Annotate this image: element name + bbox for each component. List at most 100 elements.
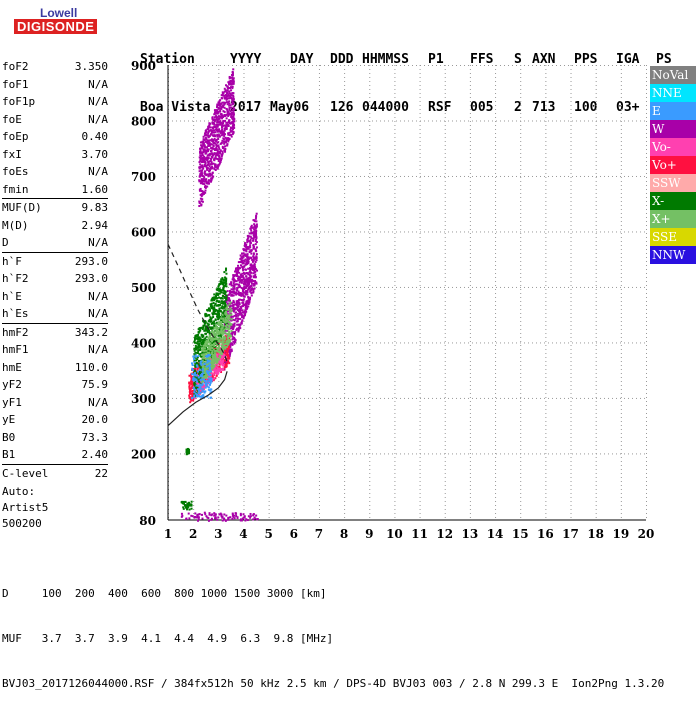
echo-point [232, 111, 234, 113]
grid-dot [520, 249, 521, 250]
grid-dot [520, 133, 521, 134]
grid-dot [420, 313, 421, 314]
grid-dot [445, 141, 446, 142]
grid-dot [520, 265, 521, 266]
grid-dot [464, 342, 465, 343]
grid-dot [571, 285, 572, 286]
grid-dot [228, 287, 229, 288]
grid-dot [646, 377, 647, 378]
grid-dot [621, 361, 622, 362]
echo-point [215, 115, 217, 117]
grid-dot [193, 269, 194, 270]
grid-dot [470, 157, 471, 158]
grid-dot [344, 425, 345, 426]
grid-dot [495, 173, 496, 174]
echo-point [241, 319, 243, 321]
grid-dot [416, 287, 417, 288]
grid-dot [420, 341, 421, 342]
grid-dot [572, 398, 573, 399]
grid-dot [340, 231, 341, 232]
grid-dot [621, 177, 622, 178]
grid-dot [243, 125, 244, 126]
grid-dot [196, 120, 197, 121]
echo-point [241, 294, 243, 296]
grid-dot [319, 73, 320, 74]
grid-dot [369, 173, 370, 174]
grid-dot [470, 433, 471, 434]
grid-dot [319, 149, 320, 150]
grid-dot [294, 245, 295, 246]
grid-dot [596, 349, 597, 350]
grid-dot [284, 120, 285, 121]
grid-dot [244, 120, 245, 121]
grid-dot [495, 453, 496, 454]
echo-point [221, 158, 223, 160]
grid-dot [319, 397, 320, 398]
echo-point [222, 151, 224, 153]
grid-dot [470, 181, 471, 182]
grid-dot [621, 385, 622, 386]
grid-dot [243, 369, 244, 370]
grid-dot [218, 85, 219, 86]
grid-dot [394, 257, 395, 258]
grid-dot [392, 120, 393, 121]
echo-point [207, 164, 209, 166]
grid-dot [445, 105, 446, 106]
grid-dot [621, 133, 622, 134]
grid-dot [545, 205, 546, 206]
grid-dot [621, 421, 622, 422]
grid-dot [560, 231, 561, 232]
grid-dot [571, 269, 572, 270]
grid-dot [416, 398, 417, 399]
grid-dot [445, 233, 446, 234]
grid-dot [232, 176, 233, 177]
grid-dot [470, 509, 471, 510]
grid-dot [600, 120, 601, 121]
grid-dot [218, 453, 219, 454]
grid-dot [294, 85, 295, 86]
echo-point [238, 305, 240, 307]
grid-dot [319, 497, 320, 498]
grid-dot [545, 469, 546, 470]
grid-dot [193, 165, 194, 166]
grid-dot [412, 453, 413, 454]
grid-dot [319, 401, 320, 402]
grid-dot [420, 93, 421, 94]
grid-dot [571, 441, 572, 442]
grid-dot [621, 109, 622, 110]
grid-dot [380, 120, 381, 121]
grid-dot [545, 117, 546, 118]
grid-dot [420, 517, 421, 518]
grid-dot [495, 469, 496, 470]
grid-dot [445, 337, 446, 338]
grid-dot [394, 349, 395, 350]
grid-dot [319, 433, 320, 434]
grid-dot [204, 287, 205, 288]
grid-dot [218, 397, 219, 398]
grid-dot [646, 389, 647, 390]
grid-dot [495, 265, 496, 266]
grid-dot [188, 176, 189, 177]
grid-dot [420, 285, 421, 286]
grid-dot [294, 69, 295, 70]
grid-dot [470, 105, 471, 106]
grid-dot [244, 231, 245, 232]
x-tick-label: 4 [239, 527, 247, 541]
echo-point [204, 185, 206, 187]
grid-dot [445, 325, 446, 326]
echo-point [248, 258, 250, 260]
grid-dot [596, 425, 597, 426]
grid-dot [420, 109, 421, 110]
grid-dot [256, 453, 257, 454]
grid-dot [646, 349, 647, 350]
grid-dot [369, 189, 370, 190]
echo-point [211, 167, 213, 169]
grid-dot [269, 105, 270, 106]
grid-dot [556, 176, 557, 177]
grid-dot [369, 405, 370, 406]
grid-dot [372, 398, 373, 399]
grid-dot [646, 513, 647, 514]
grid-dot [243, 141, 244, 142]
grid-dot [394, 421, 395, 422]
grid-dot [319, 441, 320, 442]
